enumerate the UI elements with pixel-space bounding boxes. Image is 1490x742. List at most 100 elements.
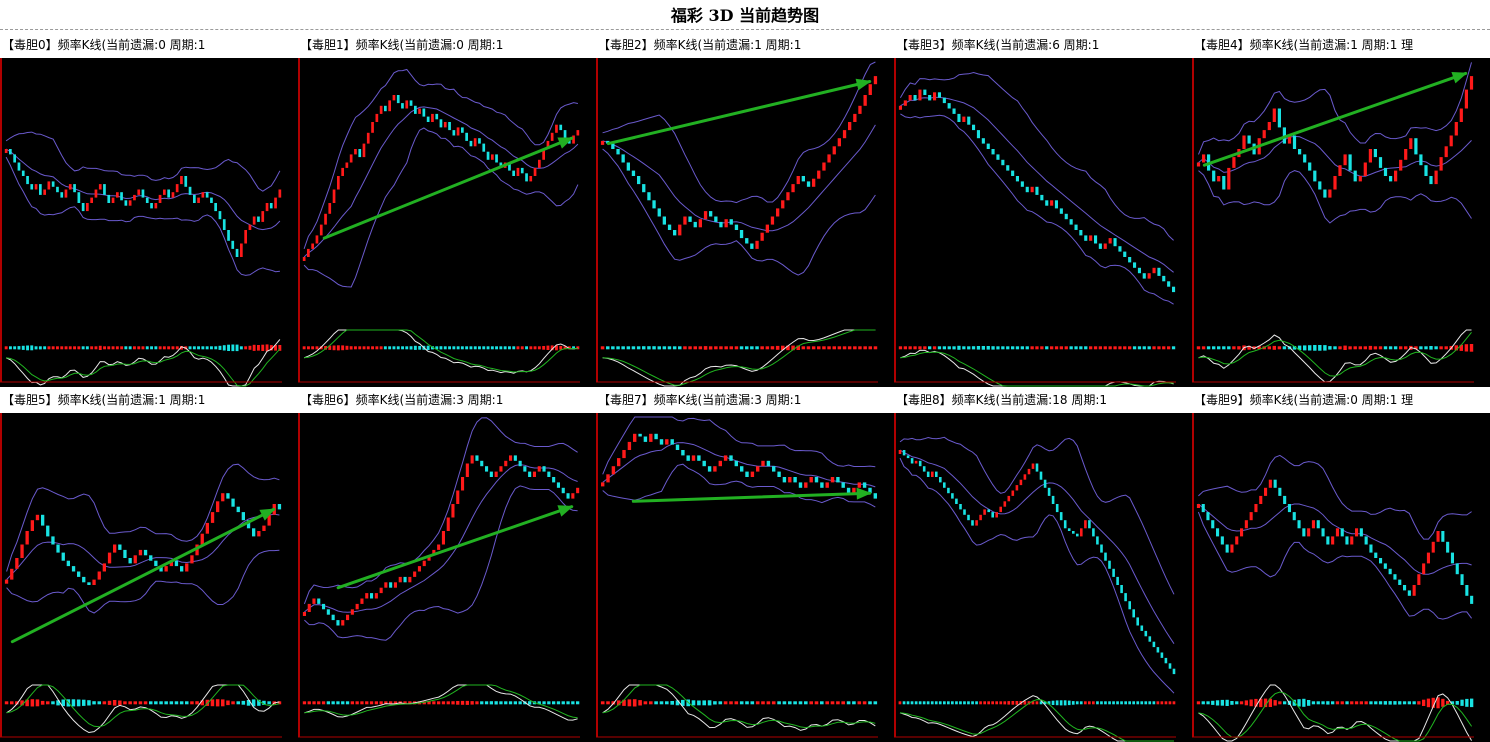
indicator-bar (137, 346, 141, 350)
indicator-bar (793, 701, 797, 705)
indicator-bar (1079, 346, 1083, 350)
indicator-bar (465, 346, 469, 350)
indicator-bar (321, 701, 326, 705)
candle (138, 549, 143, 556)
indicator-bar (788, 701, 792, 705)
candle (222, 219, 226, 230)
indicator-bar (963, 701, 966, 705)
candle (1084, 235, 1088, 241)
indicator-bar (171, 346, 175, 350)
indicator-dea-line (304, 684, 578, 719)
indicator-bar (102, 701, 107, 705)
indicator-bar (103, 346, 106, 350)
chart-panel-header: 【毒胆4】频率K线(当前遗漏:1 周期:1 理 (1192, 32, 1490, 58)
indicator-bar (703, 346, 708, 350)
candle (328, 203, 332, 214)
candle (755, 240, 759, 249)
indicator-bar (928, 346, 932, 350)
band-middle-line (1198, 503, 1472, 575)
candle (698, 219, 702, 228)
indicator-bar (702, 700, 706, 706)
candle (913, 95, 917, 101)
indicator-bar (473, 346, 477, 350)
indicator-bar (341, 701, 345, 705)
indicator-bar (713, 701, 717, 705)
indicator-bar (1124, 701, 1127, 705)
indicator-bar (847, 346, 852, 350)
candle (43, 189, 46, 195)
chart-background (596, 413, 894, 742)
indicator-bar (991, 701, 994, 705)
indicator-bar (162, 346, 166, 350)
candle (34, 184, 38, 190)
candle (332, 189, 336, 203)
candle (1454, 122, 1458, 136)
indicator-bar (169, 701, 174, 705)
indicator-bar (1431, 697, 1435, 708)
candle (509, 455, 513, 461)
candle (1429, 176, 1433, 185)
candle (765, 224, 769, 233)
indicator-bar (51, 346, 55, 350)
indicator-bar (34, 346, 38, 350)
candle (393, 582, 397, 588)
candle (552, 477, 556, 483)
indicator-bar (274, 345, 277, 351)
candle (302, 612, 306, 616)
candle (667, 224, 672, 230)
indicator-bar (572, 346, 575, 350)
candle (1436, 531, 1440, 542)
candle (154, 560, 158, 567)
candle (1164, 657, 1168, 664)
indicator-bar (1254, 698, 1258, 707)
indicator-dea-line (1198, 331, 1472, 377)
indicator-bar (1172, 701, 1176, 705)
indicator-bar (542, 701, 546, 705)
indicator-bar (1318, 345, 1322, 351)
indicator-bar (1239, 701, 1244, 705)
indicator-bar (154, 701, 158, 705)
candle (1217, 176, 1221, 182)
candle (15, 558, 19, 569)
candle (561, 487, 565, 494)
indicator-bar (906, 701, 910, 705)
candle (972, 124, 976, 131)
indicator-bar (556, 701, 561, 705)
indicator-bar (1148, 701, 1152, 705)
indicator-bar (4, 701, 9, 705)
candle (1011, 170, 1015, 176)
indicator-bar (910, 701, 914, 705)
indicator-bar (1450, 701, 1455, 705)
indicator-bar (1064, 346, 1068, 350)
candle (693, 221, 697, 228)
candle (533, 167, 537, 176)
indicator-bar (375, 346, 379, 350)
indicator-bar (508, 701, 513, 705)
indicator-bar (389, 701, 393, 705)
trend-arrow-line (631, 491, 872, 503)
indicator-bar (1144, 701, 1148, 705)
indicator-bar (371, 346, 374, 350)
indicator-bar (542, 346, 546, 350)
candle (77, 571, 81, 577)
indicator-bar (951, 701, 954, 705)
candle (193, 194, 196, 203)
indicator-bar (1429, 346, 1433, 350)
candle (729, 455, 733, 461)
indicator-bar (1215, 700, 1220, 706)
candle (465, 132, 468, 141)
indicator-bar (1067, 700, 1071, 706)
candle (164, 566, 168, 572)
indicator-bar (1035, 701, 1039, 705)
candle (61, 552, 65, 561)
candle (190, 555, 194, 564)
indicator-bar (1071, 701, 1075, 705)
indicator-bar (15, 701, 19, 705)
candle (848, 122, 852, 131)
candle (817, 170, 821, 179)
candle (1108, 238, 1112, 244)
indicator-bar (179, 701, 184, 705)
band-upper-line (602, 416, 876, 475)
candle (248, 224, 252, 230)
indicator-bar (765, 346, 770, 350)
